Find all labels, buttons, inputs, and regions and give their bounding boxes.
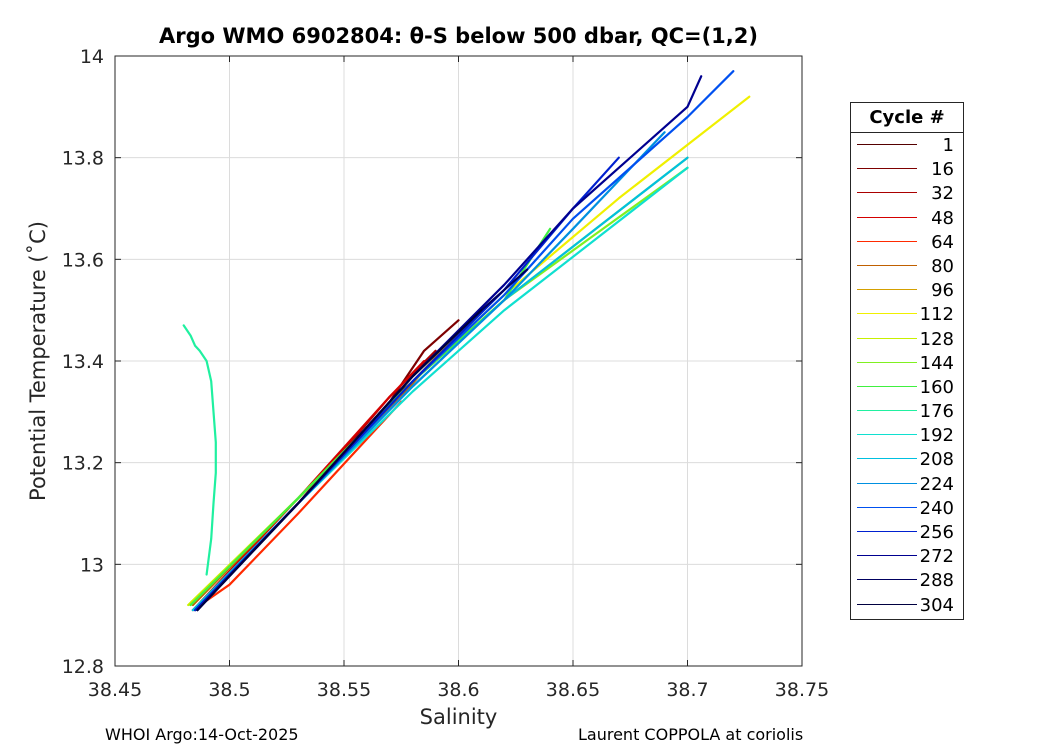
y-tick-label: 12.8 xyxy=(62,656,104,678)
series-group xyxy=(182,70,751,612)
legend-label: 208 xyxy=(919,449,954,471)
x-tick-label: 38.55 xyxy=(317,679,371,701)
x-tick-label: 38.75 xyxy=(775,679,829,701)
legend-label: 176 xyxy=(919,401,954,423)
x-tick-label: 38.5 xyxy=(208,679,250,701)
y-tick-label: 13.2 xyxy=(62,453,104,475)
legend-swatch xyxy=(857,216,917,218)
legend-swatch xyxy=(857,555,917,557)
series-line-cycle-240 xyxy=(194,70,735,612)
legend-swatch xyxy=(857,603,917,605)
legend-label: 80 xyxy=(931,255,954,277)
legend-swatch xyxy=(857,313,917,315)
legend-swatch xyxy=(857,144,917,145)
legend-swatch xyxy=(857,531,917,532)
legend-label: 240 xyxy=(919,497,954,519)
legend-item: 96 xyxy=(851,278,963,302)
legend-label: 64 xyxy=(931,231,954,253)
legend-label: 304 xyxy=(919,594,954,616)
tick-marks xyxy=(114,55,803,667)
legend-item: 240 xyxy=(851,496,963,520)
legend-swatch xyxy=(857,361,917,363)
legend-swatch xyxy=(857,264,917,266)
legend-label: 1 xyxy=(942,135,954,156)
legend-item: 256 xyxy=(851,520,963,544)
legend-swatch xyxy=(857,410,917,412)
x-tick-label: 38.6 xyxy=(437,679,479,701)
legend-item: 272 xyxy=(851,544,963,568)
series-line-cycle-304 xyxy=(196,309,483,612)
legend-rows: 1 16 32 48 64 80 96 112 128 144 160 176 192 208 224 240… xyxy=(851,133,963,617)
legend-item: 144 xyxy=(851,351,963,375)
legend-item: 80 xyxy=(851,254,963,278)
legend-item: 48 xyxy=(851,206,963,230)
legend-item: 224 xyxy=(851,472,963,496)
legend-label: 128 xyxy=(919,328,954,350)
series-line-cycle-192 xyxy=(191,166,689,612)
legend-swatch xyxy=(857,240,917,242)
footer-credit: Laurent COPPOLA at coriolis xyxy=(578,725,804,744)
legend-label: 288 xyxy=(919,570,954,592)
x-tick-label: 38.45 xyxy=(88,679,142,701)
series-line-cycle-48 xyxy=(191,359,426,612)
legend-label: 48 xyxy=(931,207,954,229)
legend-label: 224 xyxy=(919,473,954,495)
x-tick-label: 38.7 xyxy=(666,679,708,701)
legend-swatch xyxy=(857,385,917,387)
legend-swatch xyxy=(857,482,917,484)
legend-label: 272 xyxy=(919,546,954,568)
legend-label: 112 xyxy=(919,304,954,326)
series-line-cycle-64 xyxy=(191,400,403,612)
legend-swatch xyxy=(857,434,917,436)
y-tick-label: 13.8 xyxy=(62,148,104,170)
legend-swatch xyxy=(857,192,917,194)
legend-swatch xyxy=(857,579,917,581)
legend-item: 16 xyxy=(851,157,963,181)
chart-title: Argo WMO 6902804: θ-S below 500 dbar, QC… xyxy=(159,24,758,48)
legend-item: 304 xyxy=(851,593,963,617)
legend-label: 32 xyxy=(931,183,954,205)
legend-item: 64 xyxy=(851,230,963,254)
legend-item: 176 xyxy=(851,399,963,423)
y-axis-label: Potential Temperature (˚C) xyxy=(26,221,50,501)
legend-item: 128 xyxy=(851,327,963,351)
legend-item: 160 xyxy=(851,375,963,399)
legend-item: 32 xyxy=(851,181,963,205)
series-line-cycle-176 xyxy=(182,324,217,576)
legend-item: 288 xyxy=(851,568,963,592)
legend-swatch xyxy=(857,337,917,339)
legend-label: 16 xyxy=(931,159,954,181)
legend-label: 192 xyxy=(919,425,954,447)
legend-swatch xyxy=(857,458,917,460)
legend-item: 192 xyxy=(851,423,963,447)
y-tick-label: 14 xyxy=(80,46,104,68)
x-axis-label: Salinity xyxy=(420,705,498,729)
legend-label: 256 xyxy=(919,522,954,543)
legend-label: 144 xyxy=(919,352,954,374)
legend-title: Cycle # xyxy=(851,103,963,133)
grid-lines xyxy=(114,55,803,667)
legend-swatch xyxy=(857,168,917,170)
y-tick-label: 13.6 xyxy=(62,249,104,271)
y-tick-label: 13.4 xyxy=(62,351,104,373)
legend-swatch xyxy=(857,506,917,508)
y-tick-label: 13 xyxy=(80,554,104,576)
legend-item: 208 xyxy=(851,447,963,471)
legend-swatch xyxy=(857,289,917,291)
legend-item: 112 xyxy=(851,302,963,326)
x-tick-label: 38.65 xyxy=(546,679,600,701)
legend-item: 1 xyxy=(851,133,963,157)
tick-labels: 38.45 38.5 38.55 38.6 38.65 38.7 38.75 12.8 13 13… xyxy=(62,46,830,701)
legend-label: 96 xyxy=(931,280,954,302)
legend: Cycle # 1 16 32 48 64 80 96 112 128 144 160 176 192 2… xyxy=(850,102,964,620)
legend-label: 160 xyxy=(919,376,954,398)
footer-source: WHOI Argo:14-Oct-2025 xyxy=(105,725,299,744)
